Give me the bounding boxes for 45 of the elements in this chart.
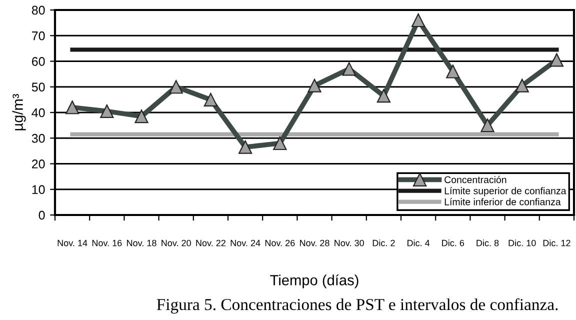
y-tick-label: 0 bbox=[38, 210, 45, 220]
x-tick-label: Nov. 26 bbox=[265, 240, 295, 246]
point bbox=[376, 89, 391, 103]
x-tick-label: Nov. 28 bbox=[300, 240, 330, 246]
y-tick-label: 60 bbox=[32, 57, 45, 66]
x-tick-label: Dic. 10 bbox=[508, 240, 536, 246]
x-tick-label: Nov. 20 bbox=[162, 240, 191, 246]
point bbox=[273, 136, 287, 150]
point bbox=[515, 78, 529, 92]
point bbox=[308, 78, 322, 92]
y-tick-label: 30 bbox=[32, 134, 45, 143]
x-tick-label: Nov. 16 bbox=[92, 240, 122, 246]
x-tick-label: Nov. 24 bbox=[230, 240, 260, 246]
point bbox=[134, 110, 148, 124]
x-tick-label: Nov. 30 bbox=[334, 240, 364, 246]
point bbox=[100, 104, 114, 118]
point bbox=[65, 100, 80, 114]
y-axis-title: µg/m³ bbox=[12, 94, 26, 130]
x-tick-label: Dic. 12 bbox=[543, 240, 570, 246]
point bbox=[480, 118, 494, 132]
legend-label: Límite superior de confianza bbox=[444, 187, 566, 196]
point bbox=[342, 62, 356, 76]
x-tick-label: Dic. 8 bbox=[476, 240, 499, 246]
x-tick-label: Dic. 6 bbox=[442, 240, 464, 246]
point bbox=[238, 140, 252, 154]
y-tick-label: 20 bbox=[32, 160, 45, 168]
point bbox=[411, 13, 426, 28]
text: Figura 5. Concentraciones de PST e intervalos de confianza. bbox=[156, 298, 558, 314]
x-tick-label: Nov. 14 bbox=[58, 240, 88, 246]
point bbox=[204, 92, 218, 106]
point bbox=[169, 80, 183, 94]
x-tick-label: Nov. 18 bbox=[127, 240, 156, 246]
x-tick-label: Dic. 4 bbox=[408, 240, 430, 246]
legend-label: Límite inferior de confianza bbox=[444, 198, 561, 206]
point bbox=[446, 64, 460, 78]
legend-label: Concentración bbox=[444, 176, 506, 184]
y-tick-label: 10 bbox=[32, 185, 45, 194]
y-tick-label: 80 bbox=[32, 6, 45, 15]
x-axis-title: Tiempo (días) bbox=[270, 274, 358, 288]
x-tick-label: Nov. 22 bbox=[196, 240, 226, 246]
y-tick-label: 40 bbox=[32, 108, 45, 118]
y-tick-label: 50 bbox=[32, 82, 45, 92]
x-tick-label: Dic. 2 bbox=[372, 240, 395, 246]
y-tick-label: 70 bbox=[32, 31, 45, 40]
point bbox=[550, 53, 564, 67]
